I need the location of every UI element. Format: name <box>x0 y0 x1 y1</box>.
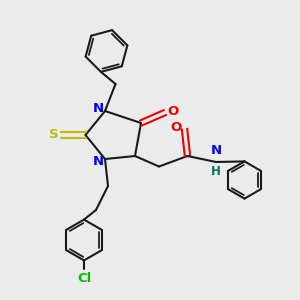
Text: N: N <box>210 145 222 158</box>
Text: O: O <box>170 121 182 134</box>
Text: O: O <box>167 105 179 119</box>
Text: H: H <box>211 165 221 178</box>
Text: N: N <box>92 102 104 115</box>
Text: S: S <box>49 128 58 142</box>
Text: N: N <box>92 155 104 168</box>
Text: Cl: Cl <box>77 272 91 285</box>
